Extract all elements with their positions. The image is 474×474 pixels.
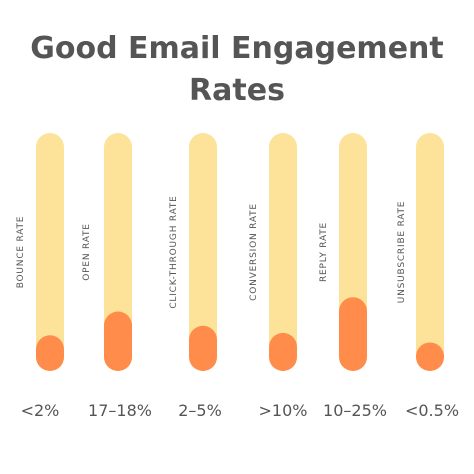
bar-fill-open-rate [104, 311, 132, 371]
value-label-conversion-rate: >10% [259, 401, 308, 420]
value-label-open-rate: 17–18% [88, 401, 152, 420]
category-label-reply-rate: REPLY RATE [319, 222, 329, 282]
category-label-open-rate: OPEN RATE [82, 223, 92, 281]
bar-fill-bounce-rate [36, 335, 64, 371]
bar-track-click-through-rate [189, 133, 217, 371]
category-label-bounce-rate: BOUNCE RATE [16, 216, 26, 289]
bar-fill-unsubscribe-rate [416, 342, 444, 371]
bar-fill-click-through-rate [189, 325, 217, 371]
category-label-unsubscribe-rate: UNSUBSCRIBE RATE [397, 201, 407, 304]
category-label-click-through-rate: CLICK-THROUGH RATE [169, 195, 179, 308]
value-label-reply-rate: 10–25% [323, 401, 387, 420]
chart-title: Good Email Engagement Rates [0, 28, 474, 112]
bar-fill-conversion-rate [269, 332, 297, 371]
bar-track-bounce-rate [36, 133, 64, 371]
value-label-click-through-rate: 2–5% [178, 401, 222, 420]
chart-title-line-2: Rates [189, 73, 285, 108]
bar-track-open-rate [104, 133, 132, 371]
bar-fill-reply-rate [339, 297, 367, 371]
value-label-unsubscribe-rate: <0.5% [405, 401, 459, 420]
bar-track-unsubscribe-rate [416, 133, 444, 371]
value-label-bounce-rate: <2% [21, 401, 60, 420]
category-label-conversion-rate: CONVERSION RATE [249, 203, 259, 301]
bar-track-conversion-rate [269, 133, 297, 371]
chart-title-line-1: Good Email Engagement [30, 31, 444, 66]
